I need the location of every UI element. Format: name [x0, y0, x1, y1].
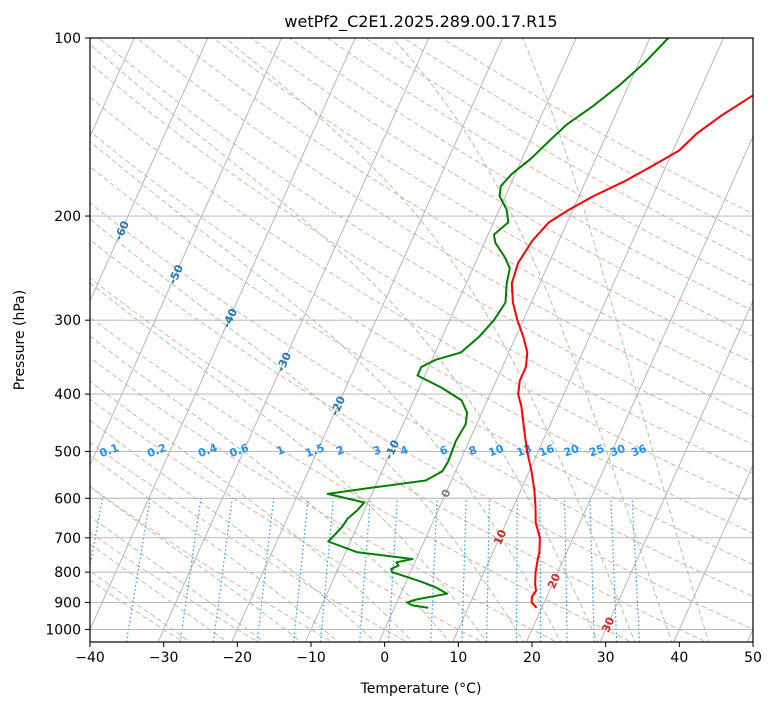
- x-tick-label: 50: [744, 650, 762, 666]
- x-tick-label: −40: [75, 650, 105, 666]
- dry-adiabat: [136, 38, 753, 418]
- dry-adiabat: [174, 38, 753, 390]
- isotherm-line: [378, 38, 651, 642]
- isotherm-label: 10: [491, 527, 509, 547]
- isotherm-line: [90, 38, 282, 467]
- y-tick-label: 400: [54, 387, 81, 403]
- x-axis: −40 −30 −20 −10 0 10 20 30 40 50: [75, 642, 762, 666]
- dry-adiabat: [90, 316, 633, 642]
- isotherm-label: -70: [58, 175, 78, 199]
- mixing-ratio-line: [256, 498, 275, 642]
- mixing-ratio-line: [179, 498, 202, 642]
- mixing-ratio-label: 0.1: [98, 441, 121, 460]
- mixing-ratio-label: 1: [275, 443, 287, 458]
- y-axis-label: Pressure (hPa): [12, 290, 28, 390]
- plot-frame: [89, 37, 754, 643]
- y-tick-label: 300: [54, 313, 81, 329]
- x-tick-label: 40: [670, 650, 688, 666]
- isotherm-line: [157, 38, 430, 642]
- temperature-profile-line: [510, 94, 753, 609]
- isotherm-line: [90, 38, 356, 631]
- mixing-ratio-label: 16: [537, 442, 556, 460]
- moist-adiabat: [90, 140, 562, 642]
- mixing-ratio-line: [293, 498, 309, 642]
- dry-adiabat: [97, 38, 753, 446]
- x-tick-label: 0: [380, 650, 389, 666]
- mixing-ratio-label: 36: [629, 442, 648, 460]
- mixing-ratio-label: 30: [608, 442, 627, 460]
- isotherm-line: [0, 38, 61, 642]
- mixing-ratio-label: 0.6: [228, 441, 251, 460]
- plot-area: [90, 38, 753, 642]
- y-tick-label: 900: [54, 595, 81, 611]
- mixing-ratio-label: 0.4: [196, 441, 219, 460]
- mixing-ratio-label: 10: [487, 442, 506, 460]
- isotherm-line: [452, 38, 724, 642]
- dry-adiabat: [90, 96, 753, 504]
- x-tick-label: −20: [223, 650, 253, 666]
- y-axis: 100 200 300 400 500 600 700 800 900 1000: [45, 31, 90, 638]
- isotherm-line: [90, 38, 209, 302]
- dry-adiabat: [90, 441, 409, 642]
- isotherm-line: [599, 299, 753, 642]
- x-tick-label: −30: [149, 650, 179, 666]
- mixing-ratio-line: [388, 498, 398, 642]
- y-tick-label: 700: [54, 531, 81, 547]
- mixing-ratio-label: 25: [587, 442, 606, 459]
- isotherm-label: -80: [4, 131, 24, 155]
- mixing-ratio-label: 8: [467, 443, 479, 458]
- y-tick-label: 1000: [45, 622, 81, 638]
- mixing-ratio-label: 6: [438, 443, 450, 458]
- y-tick-label: 800: [54, 565, 81, 581]
- dry-adiabat: [90, 130, 753, 534]
- dry-adiabat: [90, 166, 753, 565]
- y-tick-label: 100: [54, 31, 81, 47]
- mixing-ratio-label: 4: [398, 443, 410, 458]
- x-tick-label: −10: [296, 650, 326, 666]
- mixing-ratio-line: [212, 498, 233, 642]
- x-tick-label: 20: [523, 650, 541, 666]
- dewpoint-profile-line: [326, 38, 670, 609]
- isotherm-label: 20: [545, 571, 563, 591]
- isotherm-line: [525, 135, 753, 642]
- isotherm-line: [304, 38, 577, 642]
- dry-adiabat: [90, 239, 753, 631]
- x-tick-label: 10: [449, 650, 467, 666]
- y-tick-label: 600: [54, 491, 81, 507]
- x-tick-label: 30: [597, 650, 615, 666]
- moist-adiabat: [90, 419, 377, 642]
- mixing-ratio-line: [359, 498, 371, 642]
- mixing-ratio-line: [319, 498, 334, 642]
- mixing-ratio-label: 2: [334, 443, 346, 458]
- mixing-ratio-label: 20: [562, 442, 581, 460]
- y-tick-label: 500: [54, 444, 81, 460]
- moist-adiabat: [90, 43, 599, 642]
- profiles: [326, 38, 753, 609]
- mixing-ratio-line: [125, 498, 151, 642]
- isotherm-line: [673, 464, 753, 642]
- background-lines: [0, 38, 753, 642]
- mixing-ratio-label: 1.5: [303, 441, 326, 460]
- isotherm-label: 30: [599, 615, 617, 635]
- mixing-ratio-label: 3: [371, 443, 383, 458]
- isotherm-line: [231, 38, 503, 642]
- mixing-ratio-label: 0.2: [145, 441, 168, 460]
- chart-title: wetPf2_C2E1.2025.289.00.17.R15: [284, 12, 557, 32]
- y-tick-label: 200: [54, 209, 81, 225]
- isotherm-label: 40: [653, 659, 671, 679]
- x-axis-label: Temperature (°C): [360, 681, 482, 697]
- dry-adiabat: [212, 38, 753, 363]
- moist-adiabat: [224, 38, 636, 642]
